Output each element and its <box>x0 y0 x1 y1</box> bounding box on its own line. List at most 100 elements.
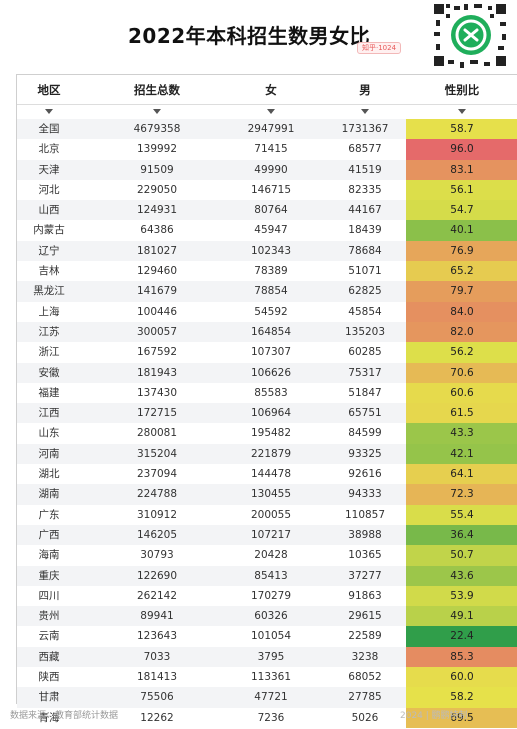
female-cell: 85583 <box>254 386 288 399</box>
table-row: 河北 229050 146715 82335 56.1 <box>17 179 517 202</box>
sort-caret-icon[interactable] <box>153 109 161 114</box>
table-row: 陕西 181413 113361 68052 60.0 <box>17 667 517 689</box>
table-row: 山西 124931 80764 44167 54.7 <box>17 200 517 222</box>
male-cell: 62825 <box>348 285 382 298</box>
female-cell: 2947991 <box>247 123 295 135</box>
region-cell: 重庆 <box>38 569 60 582</box>
female-cell: 101054 <box>250 630 292 643</box>
ratio-cell: 58.2 <box>406 687 517 709</box>
total-cell: 89941 <box>140 610 174 623</box>
total-cell: 181413 <box>136 671 178 684</box>
ratio-cell: 40.1 <box>406 220 517 242</box>
male-cell: 82335 <box>348 183 382 196</box>
table-row: 江西 172715 106964 65751 61.5 <box>17 403 517 425</box>
female-cell: 146715 <box>250 183 292 196</box>
total-cell: 237094 <box>136 468 178 481</box>
ratio-cell: 42.1 <box>406 443 517 466</box>
female-cell: 221879 <box>250 447 292 460</box>
header-ratio[interactable]: 性别比 <box>444 83 480 97</box>
table-row: 广西 146205 107217 38988 36.4 <box>17 524 517 547</box>
ratio-cell: 49.1 <box>406 606 517 628</box>
sort-caret-icon[interactable] <box>458 109 466 114</box>
table-row: 湖北 237094 144478 92616 64.1 <box>17 464 517 486</box>
male-cell: 75317 <box>348 366 382 379</box>
region-cell: 湖北 <box>38 468 60 481</box>
male-cell: 60285 <box>348 346 382 359</box>
male-cell: 10365 <box>348 549 382 562</box>
female-cell: 130455 <box>250 488 292 501</box>
male-cell: 37277 <box>348 569 382 582</box>
table-row: 辽宁 181027 102343 78684 76.9 <box>17 240 517 263</box>
region-cell: 黑龙江 <box>33 285 65 298</box>
header-female[interactable]: 女 <box>265 83 277 97</box>
region-cell: 天津 <box>38 163 60 176</box>
table-row: 广东 310912 200055 110857 55.4 <box>17 504 517 526</box>
region-cell: 河南 <box>38 447 60 460</box>
ratio-cell: 54.7 <box>406 200 517 222</box>
male-cell: 92616 <box>348 468 382 481</box>
ratio-cell: 60.6 <box>406 382 517 405</box>
region-cell: 上海 <box>38 305 60 318</box>
table-row: 安徽 181943 106626 75317 70.6 <box>17 362 517 384</box>
table-row: 福建 137430 85583 51847 60.6 <box>17 382 517 405</box>
total-cell: 172715 <box>136 407 178 420</box>
ratio-cell: 72.3 <box>406 484 517 506</box>
male-cell: 94333 <box>348 488 382 501</box>
ratio-cell: 50.7 <box>406 545 517 567</box>
header-region[interactable]: 地区 <box>37 83 61 97</box>
female-cell: 78854 <box>254 285 288 298</box>
region-cell: 全国 <box>38 123 60 135</box>
ratio-cell: 85.3 <box>406 646 517 669</box>
region-cell: 青海 <box>38 711 60 724</box>
female-cell: 60326 <box>254 610 288 623</box>
female-cell: 107217 <box>250 528 292 541</box>
table-row: 内蒙古 64386 45947 18439 40.1 <box>17 220 517 242</box>
total-cell: 146205 <box>136 528 178 541</box>
total-cell: 224788 <box>136 488 178 501</box>
total-cell: 12262 <box>140 711 174 724</box>
ratio-cell: 79.7 <box>406 281 517 303</box>
table-row: 河南 315204 221879 93325 42.1 <box>17 443 517 466</box>
ratio-cell: 76.9 <box>406 240 517 263</box>
region-cell: 吉林 <box>38 265 60 278</box>
female-cell: 3795 <box>257 650 285 663</box>
region-cell: 福建 <box>38 386 60 399</box>
female-cell: 106626 <box>250 366 292 379</box>
region-cell: 安徽 <box>38 366 60 379</box>
male-cell: 68052 <box>348 671 382 684</box>
male-cell: 38988 <box>348 528 382 541</box>
table-row: 全国 4679358 2947991 1731367 58.7 <box>17 119 517 141</box>
total-cell: 75506 <box>140 691 174 704</box>
total-cell: 229050 <box>136 183 178 196</box>
table-row: 北京 139992 71415 68577 96.0 <box>17 139 517 161</box>
ratio-cell: 70.6 <box>406 362 517 384</box>
total-cell: 7033 <box>143 650 171 663</box>
female-cell: 20428 <box>254 549 288 562</box>
female-cell: 200055 <box>250 508 292 521</box>
female-cell: 170279 <box>250 589 292 602</box>
sort-caret-icon[interactable] <box>361 109 369 114</box>
ratio-cell: 83.1 <box>406 159 517 181</box>
table-body: 全国 4679358 2947991 1731367 58.7 北京 139992 71415… <box>17 119 517 729</box>
header-total[interactable]: 招生总数 <box>134 83 180 97</box>
region-cell: 河北 <box>38 183 60 196</box>
male-cell: 1731367 <box>341 123 389 135</box>
region-cell: 西藏 <box>38 650 60 663</box>
header-male[interactable]: 男 <box>359 83 371 97</box>
ratio-cell: 56.2 <box>406 342 517 364</box>
sort-caret-icon[interactable] <box>45 109 53 114</box>
ratio-cell: 60.0 <box>406 667 517 689</box>
ratio-cell: 61.5 <box>406 403 517 425</box>
page-title: 2022年本科招生数男女比 <box>128 24 371 48</box>
male-cell: 84599 <box>348 427 382 440</box>
female-cell: 195482 <box>250 427 292 440</box>
sort-caret-icon[interactable] <box>267 109 275 114</box>
female-cell: 80764 <box>254 204 288 217</box>
male-cell: 3238 <box>351 650 379 663</box>
female-cell: 78389 <box>254 265 288 278</box>
ratio-cell: 58.7 <box>406 119 517 141</box>
total-cell: 64386 <box>140 224 174 237</box>
total-cell: 139992 <box>136 143 178 156</box>
total-cell: 123643 <box>136 630 178 643</box>
male-cell: 22589 <box>348 630 382 643</box>
